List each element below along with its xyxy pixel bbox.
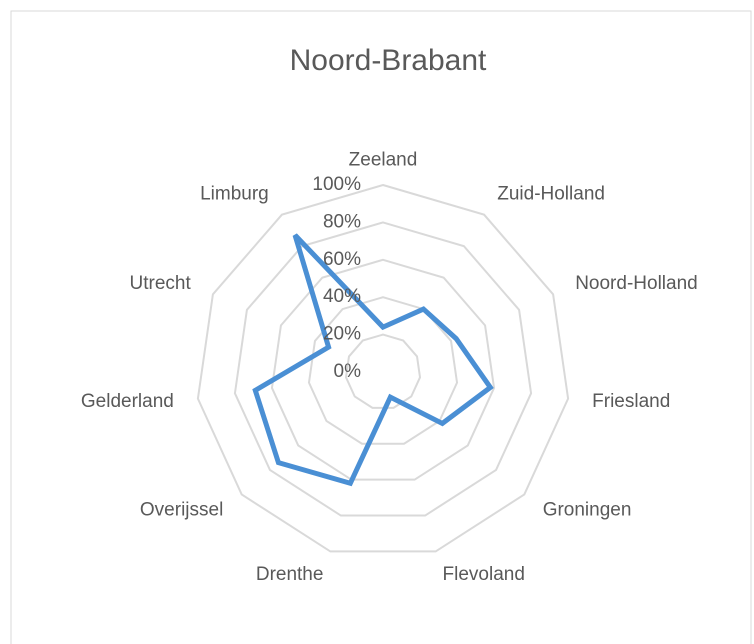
grid-ring xyxy=(196,183,570,553)
chart-title: Noord-Brabant xyxy=(290,44,487,77)
y-tick-label: 80% xyxy=(323,211,361,232)
category-label: Overijssel xyxy=(140,499,223,520)
category-label: Utrecht xyxy=(130,273,192,294)
category-label: Flevoland xyxy=(443,564,525,585)
category-label: Groningen xyxy=(543,499,632,520)
category-label: Gelderland xyxy=(81,391,174,412)
y-tick-label: 40% xyxy=(323,286,361,307)
category-label: Friesland xyxy=(592,391,670,412)
y-tick-label: 20% xyxy=(323,324,361,345)
category-label: Zeeland xyxy=(349,150,418,171)
grid-ring xyxy=(270,258,496,481)
y-tick-label: 100% xyxy=(312,174,361,195)
category-label: Noord-Holland xyxy=(575,273,698,294)
series-line xyxy=(252,233,494,487)
y-tick-label: 60% xyxy=(323,249,361,270)
y-tick-label: 0% xyxy=(334,361,362,382)
grid-ring xyxy=(307,296,459,445)
category-label: Zuid-Holland xyxy=(497,183,605,204)
grid-ring xyxy=(233,221,533,517)
category-label: Limburg xyxy=(200,183,269,204)
category-label: Drenthe xyxy=(256,564,324,585)
